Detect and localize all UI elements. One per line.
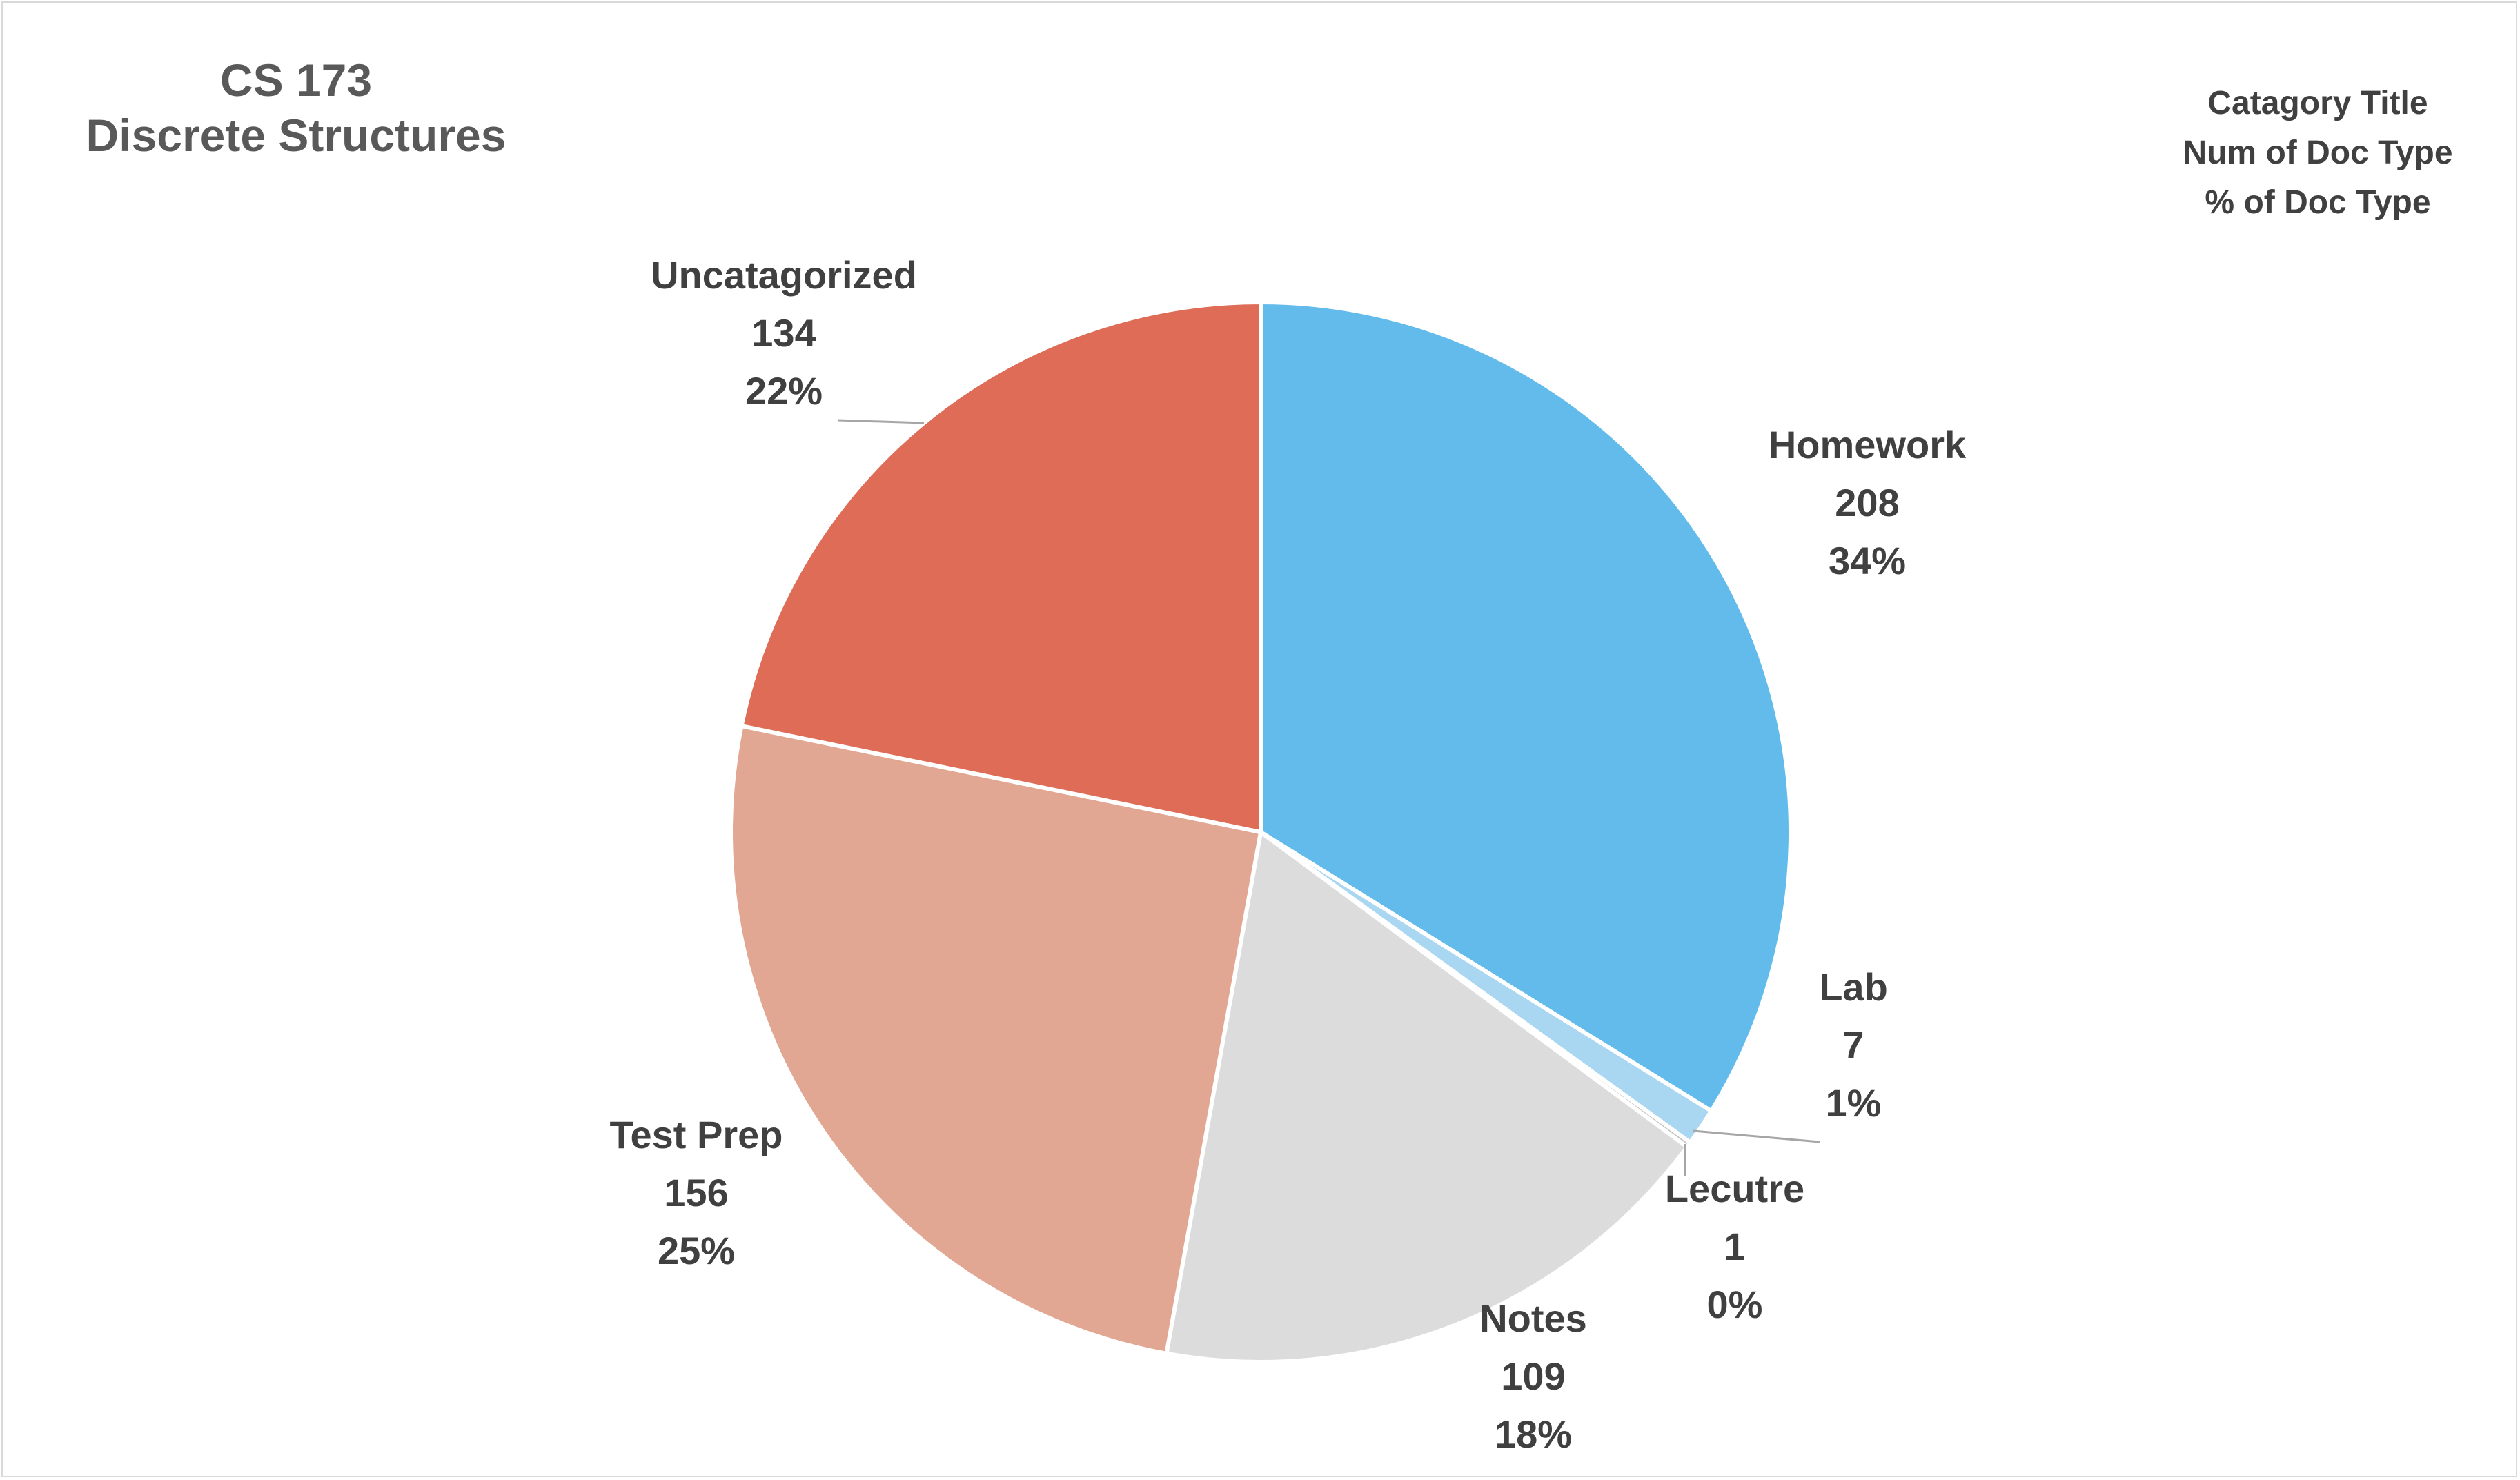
slice-label-name-lab: Lab [1819, 965, 1888, 1009]
slice-label-percent-homework: 34% [1829, 539, 1906, 582]
pie-slice-uncatagorized [739, 300, 1263, 834]
legend-note-category: Catagory Title [2207, 85, 2428, 121]
pie-chart: Homework 208 34% Lab 7 1% Lecutre 1 0% Notes 109 18… [609, 253, 1967, 1456]
pie-slice-notes [1164, 830, 1689, 1364]
slice-label-count-lecutre: 1 [1724, 1225, 1745, 1268]
leader-line-uncatagorized [837, 419, 925, 424]
legend-note-count: Num of Doc Type [2183, 135, 2453, 171]
slice-label-percent-lab: 1% [1826, 1081, 1882, 1125]
slice-label-percent-test-prep: 25% [658, 1229, 735, 1272]
slice-label-percent-uncatagorized: 22% [745, 369, 823, 413]
slice-label-name-notes: Notes [1479, 1296, 1587, 1340]
chart-subtitle: Discrete Structures [86, 110, 506, 161]
leader-line-lab [1693, 1129, 1820, 1143]
slice-label-count-test-prep: 156 [664, 1171, 728, 1214]
slice-label-count-homework: 208 [1835, 481, 1899, 524]
slice-label-percent-lecutre: 0% [1707, 1283, 1763, 1326]
slice-label-name-homework: Homework [1769, 423, 1967, 466]
slice-label-name-lecutre: Lecutre [1665, 1167, 1804, 1210]
slice-label-percent-notes: 18% [1495, 1412, 1572, 1456]
slice-label-name-test-prep: Test Prep [609, 1113, 782, 1156]
slice-label-count-uncatagorized: 134 [751, 311, 816, 355]
slice-label-count-lab: 7 [1842, 1023, 1864, 1067]
legend-note-percent: % of Doc Type [2205, 184, 2431, 221]
slice-label-name-uncatagorized: Uncatagorized [651, 253, 917, 297]
chart-title: CS 173 [219, 55, 373, 106]
pie-slice-homework [1259, 300, 1793, 1114]
pie-slice-test-prep [729, 724, 1263, 1356]
slice-label-count-notes: 109 [1501, 1354, 1565, 1398]
